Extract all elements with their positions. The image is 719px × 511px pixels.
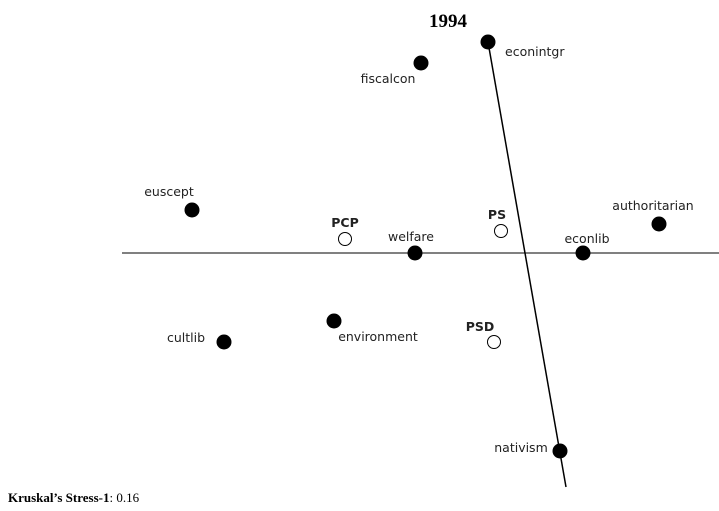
issue-marker xyxy=(407,245,423,261)
footer-label: Kruskal’s Stress-1 xyxy=(8,490,109,505)
issue-label: cultlib xyxy=(167,330,205,345)
issue-label: econlib xyxy=(564,231,609,246)
issue-marker xyxy=(651,216,667,232)
issue-label: nativism xyxy=(494,440,548,455)
party-label: PSD xyxy=(466,319,495,334)
issue-label: environment xyxy=(338,329,418,344)
diagonal-axis xyxy=(487,41,567,488)
issue-marker xyxy=(480,34,496,50)
issue-label: fiscalcon xyxy=(361,71,416,86)
issue-marker xyxy=(413,55,429,71)
party-marker xyxy=(487,335,501,349)
issue-label: authoritarian xyxy=(612,198,693,213)
footer: Kruskal’s Stress-1: 0.16 xyxy=(8,490,140,505)
party-marker xyxy=(494,224,508,238)
party-label: PS xyxy=(488,207,506,222)
issue-marker xyxy=(326,313,342,329)
issue-marker xyxy=(184,202,200,218)
issue-marker xyxy=(575,245,591,261)
issue-label: euscept xyxy=(144,184,194,199)
party-marker xyxy=(338,232,352,246)
issue-label: welfare xyxy=(388,229,434,244)
issue-label: econintgr xyxy=(505,44,565,59)
issue-marker xyxy=(216,334,232,350)
nodes: econintgr fiscalcon euscept welfare econlib a… xyxy=(144,34,694,459)
issue-marker xyxy=(552,443,568,459)
footer-value: : 0.16 xyxy=(109,490,139,505)
party-label: PCP xyxy=(331,215,359,230)
title: 1994 xyxy=(429,11,468,32)
